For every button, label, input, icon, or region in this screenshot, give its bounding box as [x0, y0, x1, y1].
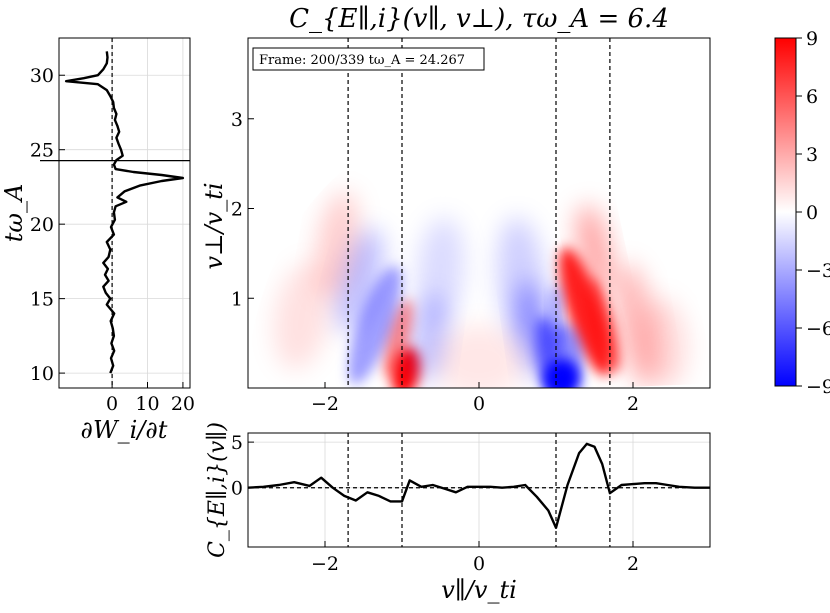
- colorbar-tick-label: −9: [806, 376, 830, 398]
- bottom-axes-frame: [247, 432, 711, 548]
- heatmap-lobe: [417, 217, 464, 326]
- left-xtick-label: 10: [135, 393, 159, 415]
- left-ytick-label: 20: [30, 214, 54, 236]
- chart-title: C_{E∥,i}(v∥, v⊥), τω_A = 6.4: [289, 4, 669, 34]
- left-xtick-label: 0: [106, 393, 118, 415]
- colorbar: 9 6 3 0 −3 −6 −9: [774, 28, 830, 398]
- colorbar-tick-label: −6: [806, 318, 830, 340]
- bottom-y-axis-label: C_{E∥,i}(v∥): [205, 422, 230, 558]
- bottom-xtick-label: 0: [473, 553, 485, 575]
- bottom-xtick-label: 2: [627, 553, 639, 575]
- heatmap-xtick-label: 2: [627, 393, 639, 415]
- heatmap-panel: −2 0 2 1 2 3 Frame: 200/339 tω_A = 24.267 v⊥/…: [200, 37, 711, 415]
- left-y-axis-label: tω_A: [0, 184, 28, 243]
- heatmap-lobe: [497, 217, 546, 343]
- heatmap-lobe: [640, 298, 688, 388]
- energy-rate-panel: 0 10 20 10 15 20 25 30 ∂W_i/∂t tω_A: [0, 37, 195, 444]
- energy-rate-line: [64, 51, 185, 374]
- heatmap-lobe: [576, 204, 613, 293]
- left-ytick-label: 10: [30, 363, 54, 385]
- heatmap-lobe: [315, 191, 358, 298]
- left-axes-frame: [58, 37, 191, 389]
- heatmap-lobe: [432, 325, 526, 388]
- colorbar-tick-label: 0: [806, 202, 818, 224]
- left-x-axis-label: ∂W_i/∂t: [81, 416, 168, 444]
- heatmap-lobe: [348, 265, 402, 385]
- left-ytick-label: 15: [30, 289, 54, 311]
- heatmap-ytick-label: 2: [231, 199, 243, 221]
- colorbar-tick-label: −3: [806, 260, 830, 282]
- left-ticks: 0 10 20 10 15 20 25 30: [30, 65, 195, 415]
- heatmap-xtick-label: 0: [473, 393, 485, 415]
- colorbar-gradient: [774, 37, 797, 387]
- bottom-ytick-label: 0: [231, 478, 243, 500]
- colorbar-tick-label: 6: [806, 86, 818, 108]
- left-xtick-label: 20: [171, 393, 195, 415]
- bottom-xtick-label: −2: [311, 553, 339, 575]
- heatmap-lobe: [383, 299, 413, 378]
- left-ytick-label: 30: [30, 65, 54, 87]
- heatmap-lobe: [587, 277, 621, 373]
- reduced-correlation-line: [248, 442, 710, 529]
- colorbar-tick-label: 9: [806, 28, 818, 50]
- heatmap-y-axis-label: v⊥/v_ti: [200, 182, 228, 269]
- heatmap-ytick-label: 3: [231, 109, 243, 131]
- heatmap-domain-mask: [248, 38, 710, 388]
- left-ytick-label: 25: [30, 140, 54, 162]
- heatmap-lobe: [273, 262, 331, 370]
- heatmap-ytick-label: 1: [231, 288, 243, 310]
- frame-label-box: [252, 47, 485, 71]
- frame-label: Frame: 200/339 tω_A = 24.267: [259, 53, 465, 68]
- bottom-x-axis-label: v∥/v_ti: [441, 576, 517, 604]
- bottom-ytick-label: 5: [231, 432, 243, 454]
- heatmap-field: [273, 191, 688, 388]
- heatmap-ticks: −2 0 2 1 2 3: [231, 109, 639, 415]
- colorbar-tick-label: 3: [806, 144, 818, 166]
- reduced-correlation-panel: −2 0 2 0 5 v∥/v_ti C_{E∥,i}(v∥): [205, 422, 711, 604]
- heatmap-lobe: [549, 284, 563, 348]
- heatmap-axes-frame: [247, 37, 711, 389]
- heatmap-xtick-label: −2: [311, 393, 339, 415]
